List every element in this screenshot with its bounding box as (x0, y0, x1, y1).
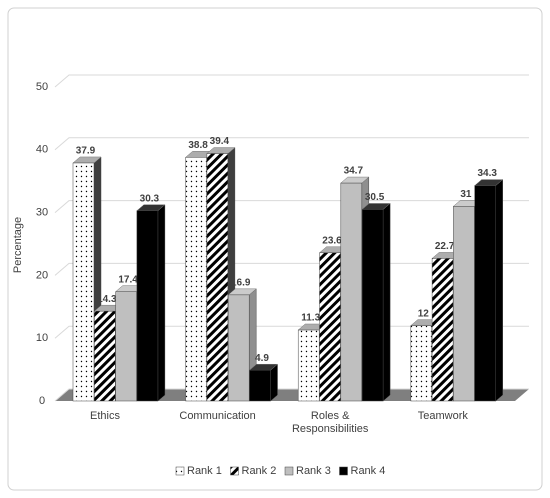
value-label: 22.7 (435, 241, 455, 252)
bar-top (319, 246, 348, 253)
x-tick-label: Communication (179, 410, 256, 422)
bar (474, 185, 496, 402)
value-label: 14.3 (97, 294, 117, 305)
bar (319, 252, 341, 402)
bar-top (185, 151, 214, 158)
legend-label: Rank 1 (187, 465, 222, 477)
value-label: 39.4 (210, 136, 230, 147)
value-label: 16.9 (231, 278, 251, 289)
legend-swatch (175, 466, 185, 476)
bar-top (340, 177, 369, 184)
y-tick-label: 30 (36, 207, 48, 219)
value-label: 4.9 (255, 353, 269, 364)
bar (249, 369, 271, 402)
bar (227, 294, 250, 402)
bar-top (453, 200, 482, 207)
value-label: 17.4 (118, 274, 138, 285)
y-tick-label: 20 (36, 269, 48, 281)
bar-top (249, 364, 278, 371)
value-label: 37.9 (76, 146, 96, 157)
bar (361, 209, 384, 402)
bar-top (94, 305, 123, 312)
bar (72, 162, 95, 402)
x-tick-label: Ethics (90, 410, 120, 422)
bar-top (362, 203, 391, 210)
y-tick-label: 40 (36, 144, 48, 156)
value-label: 12 (418, 308, 430, 319)
value-label: 30.3 (140, 193, 160, 204)
legend-label: Rank 4 (351, 465, 386, 477)
bar (185, 157, 207, 402)
bar-top (410, 319, 439, 326)
legend-label: Rank 3 (296, 465, 331, 477)
legend-swatch (230, 466, 239, 476)
bar (297, 329, 320, 402)
grid-line (54, 200, 529, 213)
value-label: 31 (460, 189, 472, 200)
bar (410, 325, 433, 402)
bar-top (206, 147, 235, 154)
legend-swatch (284, 466, 294, 476)
bar (115, 291, 137, 402)
grid-line (54, 137, 529, 151)
bar-top (136, 204, 165, 211)
bar-top (432, 252, 461, 259)
bar-side (495, 179, 503, 401)
value-label: 34.3 (477, 168, 497, 179)
bar-top (73, 156, 101, 163)
bar (136, 210, 159, 402)
bar (94, 310, 116, 402)
legend-swatch (339, 466, 348, 476)
y-tick-label: 10 (36, 332, 48, 344)
bar-side (270, 364, 278, 401)
bar-side (157, 204, 165, 401)
grid-line (54, 74, 529, 88)
legend-label: Rank 2 (242, 465, 277, 477)
bar-top (474, 179, 503, 186)
bar (206, 153, 229, 402)
value-label: 11.3 (301, 313, 320, 324)
y-axis-label: Percentage (12, 217, 24, 273)
y-tick-label: 50 (36, 81, 48, 93)
value-label: 38.8 (188, 140, 208, 151)
bar (431, 258, 454, 402)
x-tick-label: Teamwork (417, 410, 468, 422)
bar-top (228, 288, 257, 295)
bar-top (298, 324, 327, 331)
bar (340, 182, 363, 402)
value-label: 23.6 (322, 235, 342, 246)
bar-side (383, 203, 391, 401)
bar (453, 206, 475, 402)
x-tick-label: Roles & Responsibilities (291, 410, 369, 435)
floor (55, 389, 529, 401)
value-label: 30.5 (365, 192, 385, 203)
bar-top (115, 285, 144, 292)
value-label: 34.7 (344, 166, 364, 177)
y-tick-label: 0 (39, 395, 45, 407)
